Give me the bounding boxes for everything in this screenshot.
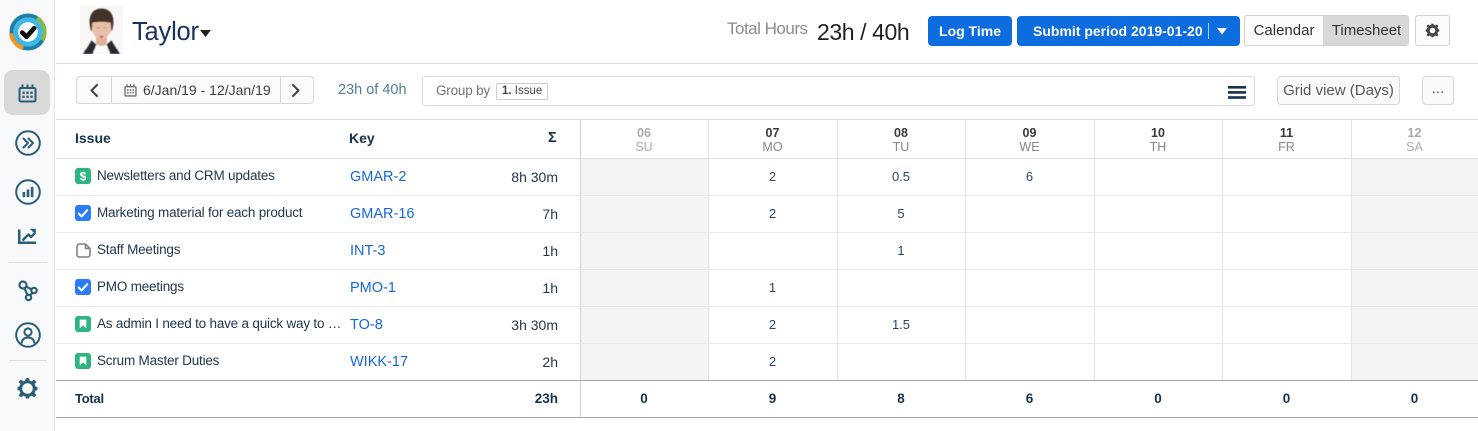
- svg-text:$: $: [80, 170, 87, 184]
